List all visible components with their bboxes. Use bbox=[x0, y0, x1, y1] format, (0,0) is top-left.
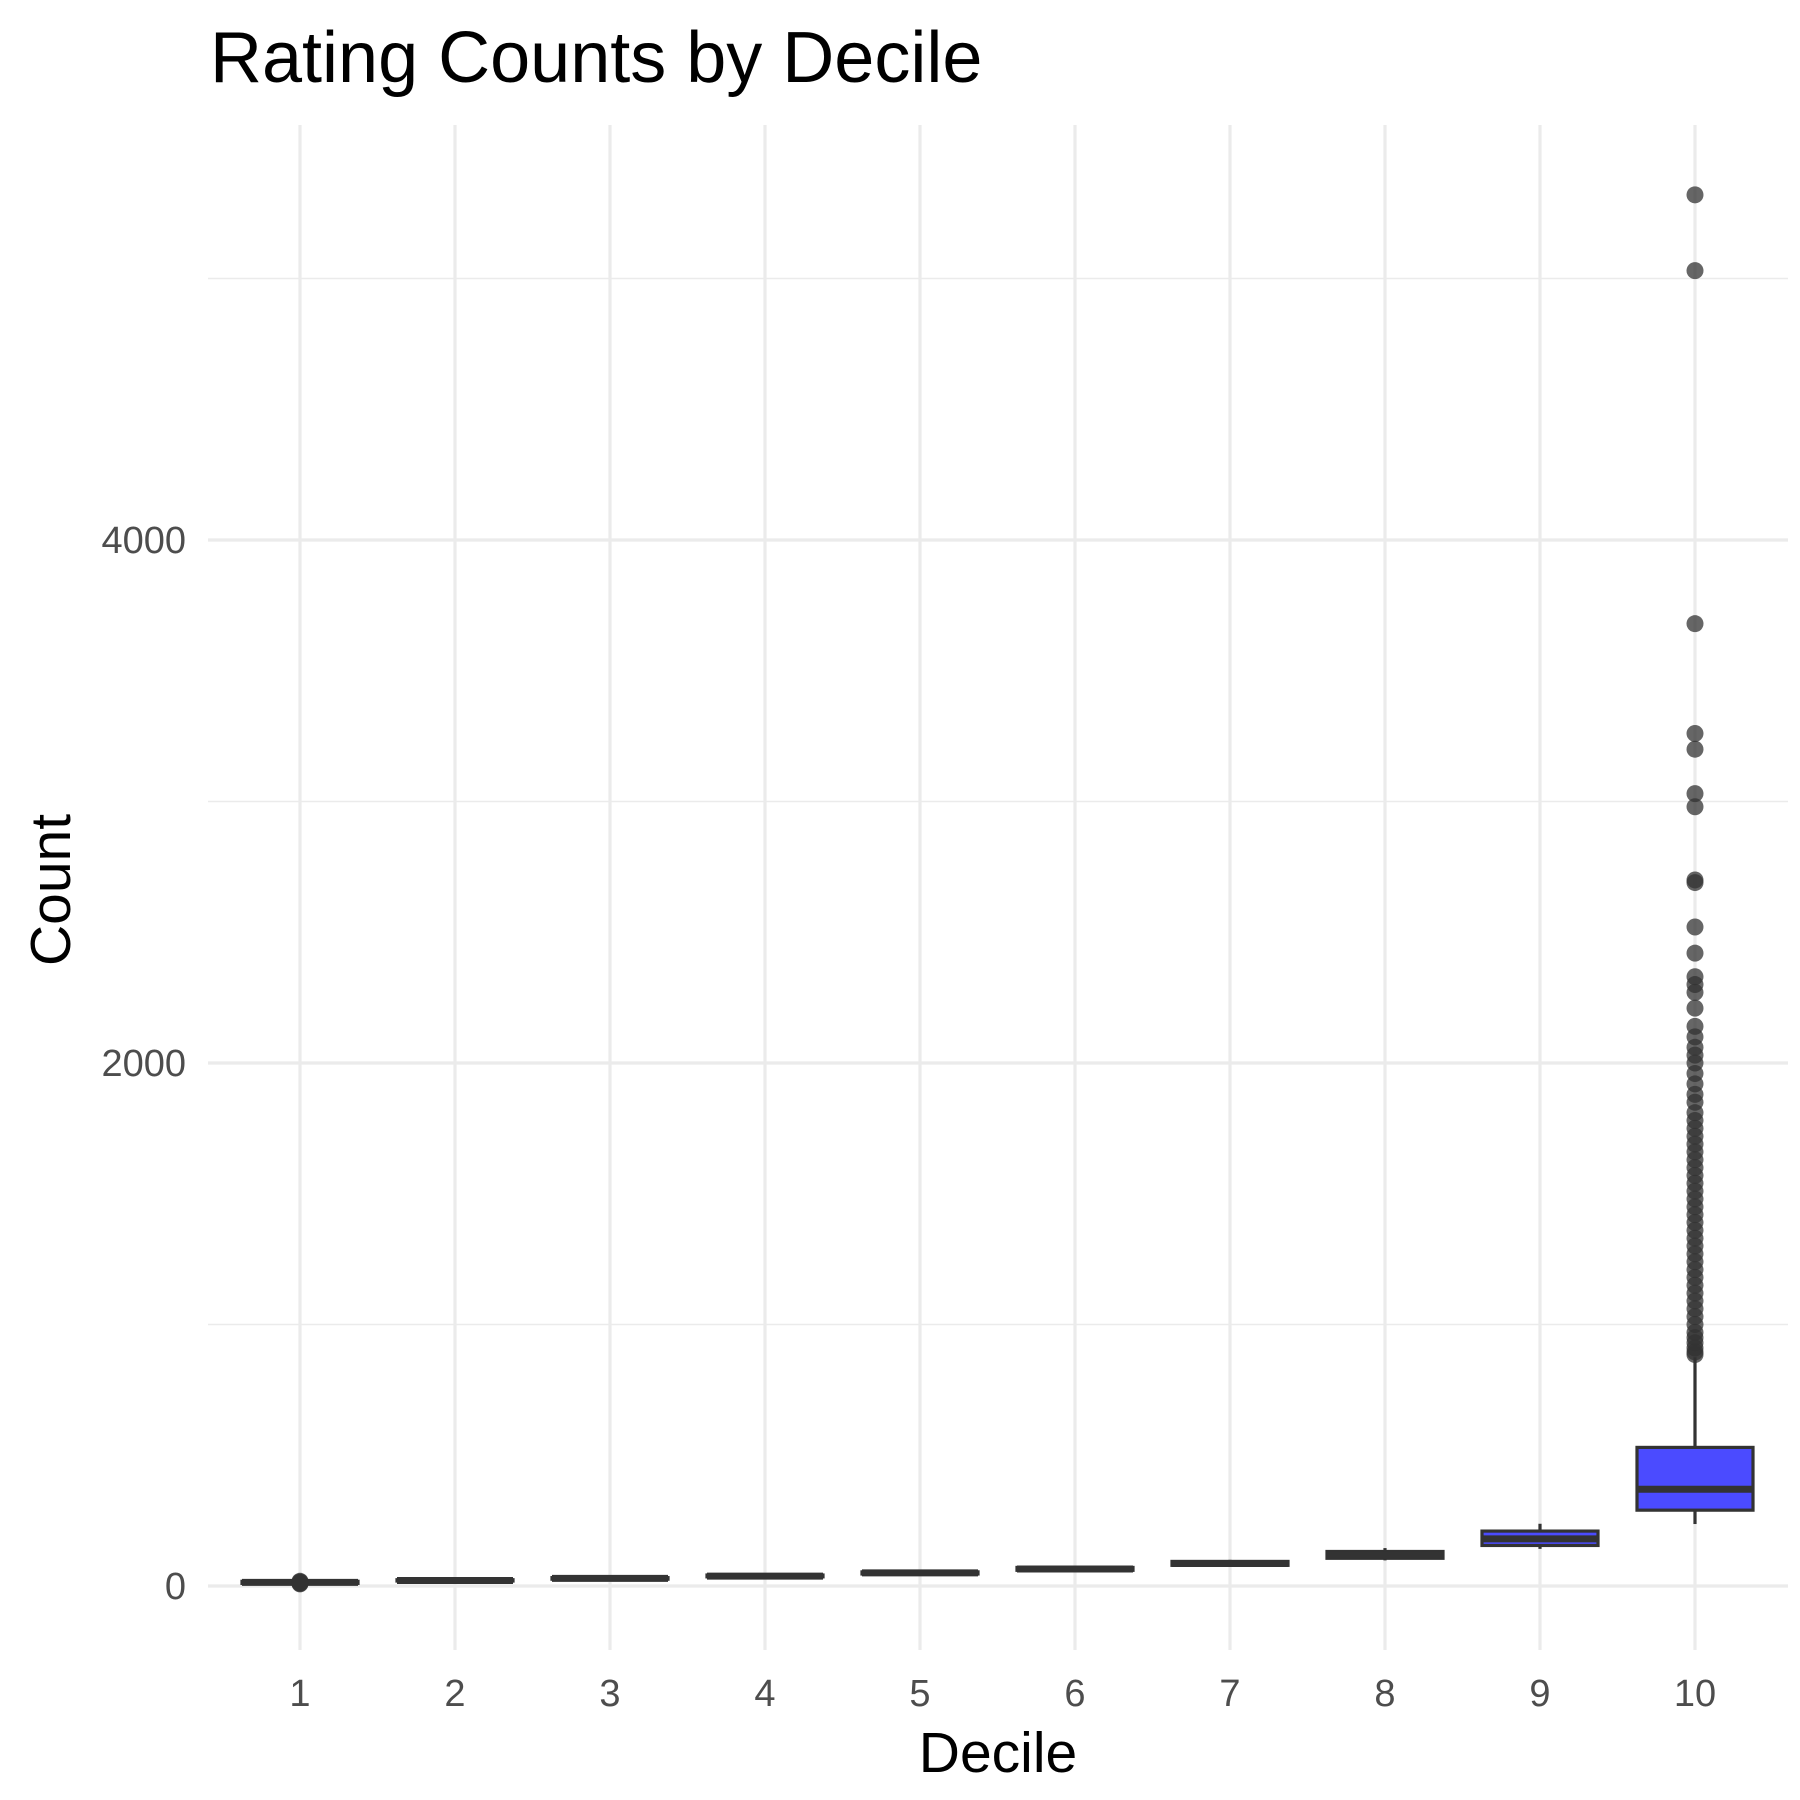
outlier-point bbox=[1686, 918, 1704, 936]
outlier-point bbox=[1686, 874, 1704, 892]
x-tick-label: 1 bbox=[289, 1673, 310, 1715]
box-decile-9 bbox=[1480, 1523, 1600, 1549]
outlier-point bbox=[1686, 1346, 1704, 1364]
outlier-point bbox=[1686, 798, 1704, 816]
x-axis-tick-labels: 1 2 3 4 5 6 7 8 9 10 bbox=[289, 1673, 1716, 1715]
y-tick-label: 2000 bbox=[101, 1043, 186, 1085]
box-decile-3 bbox=[550, 1574, 670, 1582]
box-iqr bbox=[1635, 1445, 1755, 1512]
outlier-point bbox=[1686, 983, 1704, 1001]
outlier-points bbox=[291, 186, 1704, 1593]
box-decile-2 bbox=[395, 1577, 515, 1585]
outlier-point bbox=[291, 1572, 309, 1590]
boxes bbox=[240, 1357, 1755, 1586]
box-decile-10 bbox=[1635, 1357, 1755, 1525]
outlier-point bbox=[1686, 740, 1704, 758]
outlier-point bbox=[1686, 944, 1704, 962]
x-tick-label: 9 bbox=[1529, 1673, 1550, 1715]
outlier-point bbox=[1686, 725, 1704, 743]
grid-lines bbox=[208, 125, 1788, 1650]
outlier-point bbox=[1686, 785, 1704, 803]
y-tick-label: 0 bbox=[165, 1566, 186, 1608]
x-tick-label: 4 bbox=[754, 1673, 775, 1715]
outlier-point bbox=[1686, 262, 1704, 280]
x-tick-label: 3 bbox=[599, 1673, 620, 1715]
y-tick-label: 4000 bbox=[101, 520, 186, 562]
x-tick-label: 6 bbox=[1064, 1673, 1085, 1715]
outlier-point bbox=[1686, 615, 1704, 633]
x-axis-title: Decile bbox=[919, 1721, 1077, 1785]
x-tick-label: 10 bbox=[1674, 1673, 1716, 1715]
chart-title: Rating Counts by Decile bbox=[210, 18, 982, 98]
outlier-point bbox=[1686, 999, 1704, 1017]
y-axis-tick-labels: 0 2000 4000 bbox=[101, 520, 186, 1608]
x-tick-label: 2 bbox=[444, 1673, 465, 1715]
box-decile-7 bbox=[1170, 1559, 1290, 1568]
x-tick-label: 5 bbox=[909, 1673, 930, 1715]
box-decile-4 bbox=[705, 1572, 825, 1580]
box-decile-5 bbox=[860, 1569, 980, 1577]
box-decile-8 bbox=[1325, 1548, 1445, 1561]
box-decile-6 bbox=[1015, 1565, 1135, 1573]
x-tick-label: 8 bbox=[1374, 1673, 1395, 1715]
x-tick-label: 7 bbox=[1219, 1673, 1240, 1715]
outlier-point bbox=[1686, 186, 1704, 204]
y-axis-title: Count bbox=[19, 814, 83, 966]
